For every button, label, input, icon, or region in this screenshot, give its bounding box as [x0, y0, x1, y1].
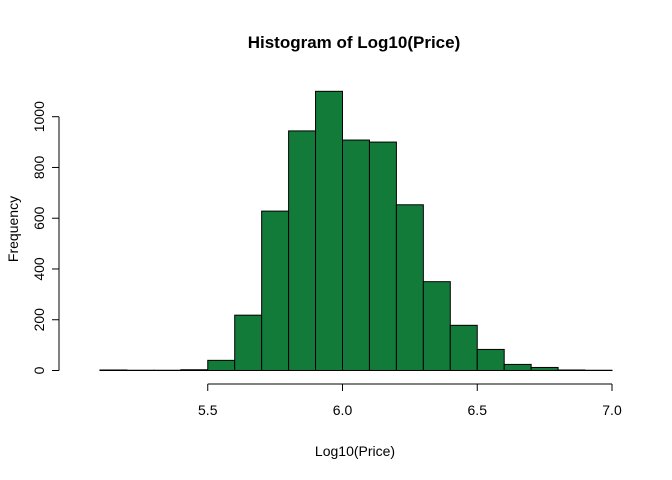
chart-title: Histogram of Log10(Price) [248, 33, 461, 52]
histogram-bar-17 [557, 369, 586, 371]
bars-group [99, 90, 613, 372]
y-tick-label: 1000 [31, 101, 47, 132]
y-axis: 0 200 400 600 800 1000 [31, 101, 60, 374]
x-axis-label: Log10(Price) [315, 443, 395, 459]
y-tick-label: 0 [31, 366, 47, 374]
histogram-bar-12 [422, 281, 451, 372]
histogram-bar-15 [503, 363, 532, 372]
x-tick-label: 7.0 [602, 402, 622, 418]
x-tick-label: 6.0 [333, 402, 353, 418]
x-tick-label: 5.5 [198, 402, 218, 418]
histogram-bar-5 [234, 314, 263, 372]
histogram-bar-3 [180, 369, 209, 371]
y-tick-label: 600 [31, 206, 47, 230]
y-tick-label: 400 [31, 257, 47, 281]
x-axis: 5.5 6.0 6.5 7.0 [198, 383, 622, 418]
histogram-bar-4 [207, 359, 236, 372]
histogram-bar-9 [342, 139, 370, 371]
histogram-bar-10 [368, 141, 397, 371]
histogram-bar-0 [99, 369, 128, 371]
histogram-bar-14 [476, 348, 505, 371]
x-tick-label: 6.5 [468, 402, 488, 418]
histogram-bar-6 [261, 210, 290, 371]
histogram-bar-8 [315, 90, 343, 371]
y-axis-label: Frequency [5, 196, 21, 262]
histogram-bar-16 [530, 366, 559, 372]
y-tick-label: 200 [31, 308, 47, 332]
histogram-bar-13 [449, 324, 478, 372]
histogram-bar-11 [395, 204, 424, 371]
histogram-bar-7 [288, 130, 317, 371]
y-tick-label: 800 [31, 156, 47, 180]
